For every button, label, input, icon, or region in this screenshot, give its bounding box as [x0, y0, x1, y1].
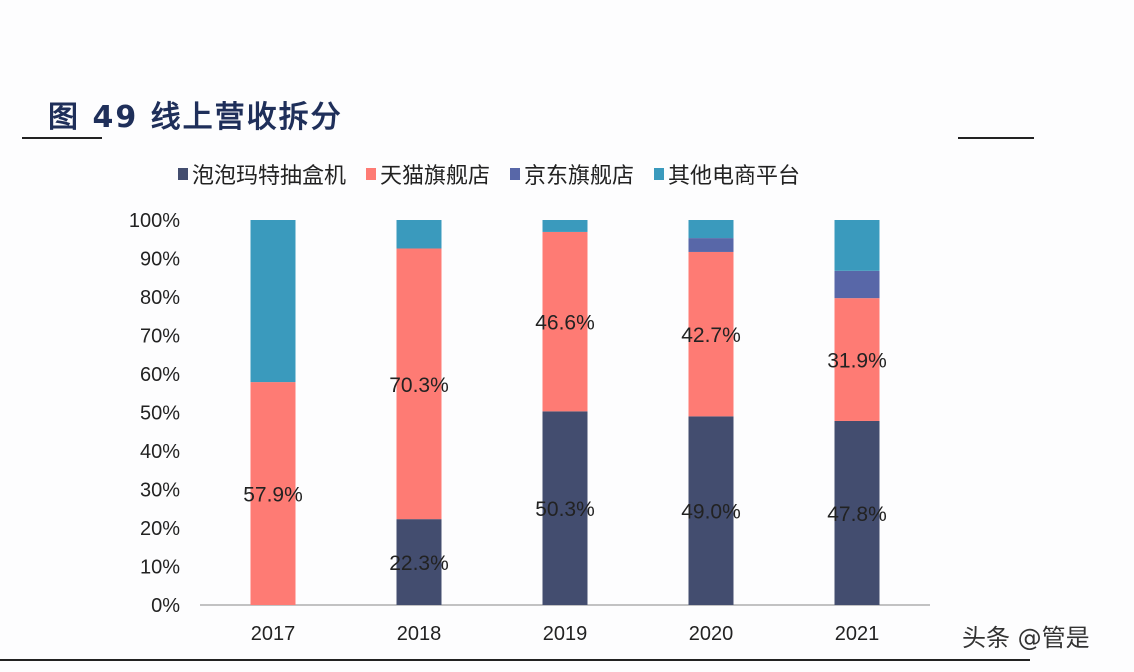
data-label: 31.9% [827, 350, 887, 373]
data-label: 50.3% [535, 498, 595, 521]
bottom-rule [0, 659, 1030, 661]
legend-swatch [366, 168, 377, 180]
legend-swatch [654, 168, 665, 180]
bar-segment [396, 519, 442, 605]
y-tick-label: 50% [140, 403, 180, 425]
y-tick-label: 30% [140, 480, 180, 502]
bar-segment [542, 220, 588, 232]
y-tick-label: 90% [140, 249, 180, 271]
bar-segment [688, 220, 734, 239]
bar-segment [396, 220, 442, 249]
title-rule-left [22, 137, 102, 139]
bar-segment [834, 298, 880, 421]
chart-title: 图 49 线上营收拆分 [48, 100, 343, 135]
data-label: 47.8% [827, 503, 887, 526]
legend-label: 天猫旗舰店 [380, 164, 491, 189]
data-label: 22.3% [389, 552, 449, 575]
legend-swatch [178, 168, 188, 180]
bar-segment [542, 411, 588, 605]
legend-label: 其他电商平台 [668, 164, 801, 189]
legend-item: 天猫旗舰店 [366, 158, 490, 190]
bar-segment [542, 231, 588, 412]
x-tick-label: 2020 [689, 623, 734, 645]
y-tick-label: 20% [140, 518, 180, 540]
bar-segment [834, 270, 880, 299]
y-tick-label: 80% [140, 287, 180, 309]
y-tick-label: 70% [140, 326, 180, 348]
x-tick-label: 2017 [251, 623, 296, 645]
legend-swatch [510, 168, 521, 180]
bar-segment [688, 238, 734, 252]
data-label: 70.3% [389, 374, 449, 397]
legend-label: 京东旗舰店 [524, 164, 635, 189]
title-rule-right [958, 137, 1034, 139]
bar-segment [834, 420, 880, 605]
y-tick-label: 60% [140, 364, 180, 386]
x-tick-label: 2019 [543, 623, 588, 645]
legend-item: 其他电商平台 [654, 158, 800, 190]
y-tick-label: 100% [129, 210, 180, 232]
data-label: 42.7% [681, 324, 741, 347]
legend: 泡泡玛特抽盒机 天猫旗舰店 京东旗舰店 其他电商平台 [178, 158, 800, 190]
data-label: 57.9% [243, 484, 303, 507]
legend-item: 泡泡玛特抽盒机 [178, 158, 346, 190]
y-tick-label: 40% [140, 441, 180, 463]
data-label: 46.6% [535, 312, 595, 335]
bar-segment [396, 248, 442, 520]
x-tick-label: 2018 [397, 623, 442, 645]
bar-segment [688, 251, 734, 417]
y-tick-label: 0% [151, 595, 180, 617]
x-tick-label: 2021 [835, 623, 880, 645]
bar-segment [688, 416, 734, 605]
watermark: 头条 @管是 [962, 624, 1090, 652]
data-label: 49.0% [681, 501, 741, 524]
bar-segment [250, 220, 296, 383]
legend-label: 泡泡玛特抽盒机 [192, 164, 347, 189]
bar-segment [250, 382, 296, 605]
y-tick-label: 10% [140, 557, 180, 579]
legend-item: 京东旗舰店 [510, 158, 634, 190]
bar-segment [834, 220, 880, 271]
